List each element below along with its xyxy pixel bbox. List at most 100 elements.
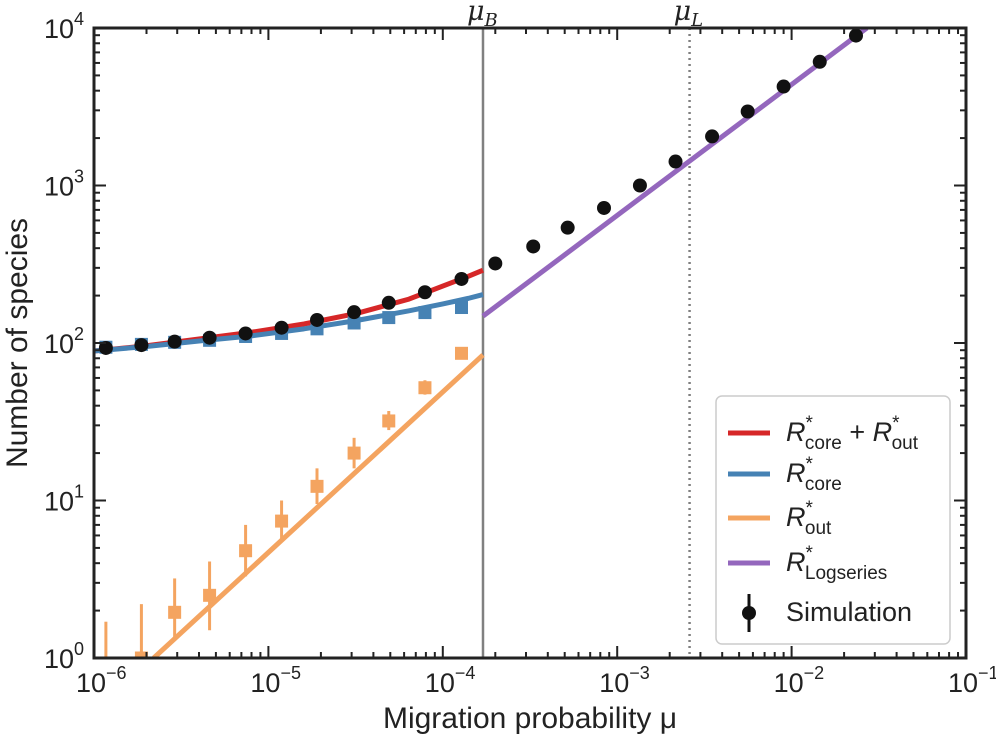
x-tick-base: 10	[76, 668, 106, 698]
marker-r-core-markers	[382, 311, 396, 325]
y-tick-exp: 0	[74, 639, 84, 659]
simulation-point	[134, 338, 149, 353]
y-tick-label: 100	[44, 639, 84, 674]
marker-r-core-markers	[347, 316, 361, 330]
vline-label-mu: μ	[674, 0, 692, 27]
simulation-point	[812, 54, 827, 69]
legend-main: R	[786, 417, 806, 447]
marker-r-core-markers	[418, 306, 432, 320]
x-tick-label: 10−5	[250, 663, 301, 698]
vline-label-mu-l: μL	[674, 0, 704, 31]
marker-r-out-markers	[347, 446, 361, 460]
y-tick-exp: 4	[74, 9, 84, 29]
x-tick-exp: −2	[804, 663, 825, 683]
series-line-r-out	[152, 353, 485, 658]
series-line-r-logseries	[481, 28, 869, 319]
legend-entry-label: R* out	[786, 498, 832, 539]
simulation-point	[347, 305, 362, 320]
simulation-point	[596, 200, 611, 215]
marker-r-out-markers	[418, 381, 432, 395]
simulation-point	[274, 320, 289, 335]
vline-label-mu-b: μB	[467, 0, 498, 31]
x-tick-exp: −5	[280, 663, 301, 683]
legend-plus: +	[842, 417, 873, 447]
x-tick-exp: −3	[629, 663, 650, 683]
legend-sub: core	[805, 474, 842, 495]
simulation-point	[740, 104, 755, 119]
simulation-point	[167, 334, 182, 349]
legend-sub: out	[805, 518, 832, 539]
legend-sub2: out	[892, 433, 919, 454]
legend-main: R	[786, 458, 806, 488]
y-tick-label: 103	[44, 167, 84, 202]
x-tick-label: 10−3	[599, 663, 650, 698]
legend-main2: R	[873, 417, 893, 447]
legend-main: R	[786, 502, 806, 532]
legend-box	[715, 395, 951, 645]
y-tick-label: 102	[44, 324, 84, 359]
simulation-point	[202, 330, 217, 345]
legend-entry-label: R* core + R* out	[786, 413, 919, 454]
marker-r-out-markers	[203, 588, 217, 602]
x-tick-base: 10	[250, 668, 280, 698]
simulation-point	[98, 340, 113, 355]
marker-r-core-markers	[454, 301, 468, 315]
legend-sup: *	[806, 498, 814, 519]
x-tick-label: 10−6	[76, 663, 127, 698]
legend-sup: *	[806, 543, 814, 564]
vline-label-sub: B	[484, 10, 498, 31]
marker-r-out-markers	[168, 605, 182, 619]
y-tick-label: 104	[44, 9, 84, 44]
y-tick-exp: 1	[74, 482, 84, 502]
y-tick-exp: 3	[74, 167, 84, 187]
simulation-point	[526, 239, 541, 254]
simulation-point	[381, 295, 396, 310]
x-tick-exp: −4	[455, 663, 476, 683]
x-tick-exp: −1	[978, 663, 996, 683]
y-axis-title: Number of species	[1, 218, 34, 468]
legend-sub: core	[805, 433, 842, 454]
simulation-point	[705, 129, 720, 144]
plot-area	[94, 28, 869, 658]
x-tick-label: 10−4	[425, 663, 476, 698]
simulation-point	[417, 285, 432, 300]
simulation-point	[668, 154, 683, 169]
marker-r-out-markers	[310, 479, 324, 493]
marker-r-out-markers	[239, 544, 253, 558]
x-tick-base: 10	[599, 668, 629, 698]
x-tick-base: 10	[425, 668, 455, 698]
x-axis-title: Migration probability μ	[383, 702, 677, 735]
y-tick-base: 10	[44, 14, 74, 44]
simulation-point	[560, 220, 575, 235]
simulation-point	[848, 28, 863, 43]
legend-swatch-circle	[742, 606, 756, 620]
marker-r-out-markers	[382, 414, 396, 428]
legend-sup: *	[806, 413, 814, 434]
legend-label: Simulation	[786, 597, 912, 627]
y-tick-base: 10	[44, 329, 74, 359]
simulation-point	[632, 178, 647, 193]
y-tick-base: 10	[44, 172, 74, 202]
simulation-point	[776, 79, 791, 94]
vline-label-sub: L	[690, 10, 703, 31]
simulation-point	[454, 271, 469, 286]
legend-sub: Logseries	[805, 563, 887, 584]
legend-sup: *	[806, 454, 814, 475]
series-line-r-core	[94, 292, 484, 354]
marker-r-out-markers	[134, 651, 148, 658]
simulation-point	[488, 256, 503, 271]
x-tick-base: 10	[774, 668, 804, 698]
y-tick-exp: 2	[74, 324, 84, 344]
y-tick-base: 10	[44, 644, 74, 674]
legend-sup2: *	[892, 413, 900, 434]
vline-label-mu: μ	[467, 0, 485, 27]
marker-r-out-markers	[454, 346, 468, 360]
simulation-point	[238, 326, 253, 341]
legend-main: R	[786, 547, 806, 577]
legend-entry-label: R* core	[786, 454, 842, 495]
y-tick-label: 101	[44, 482, 84, 517]
legend-entry-label: Simulation	[786, 597, 912, 627]
